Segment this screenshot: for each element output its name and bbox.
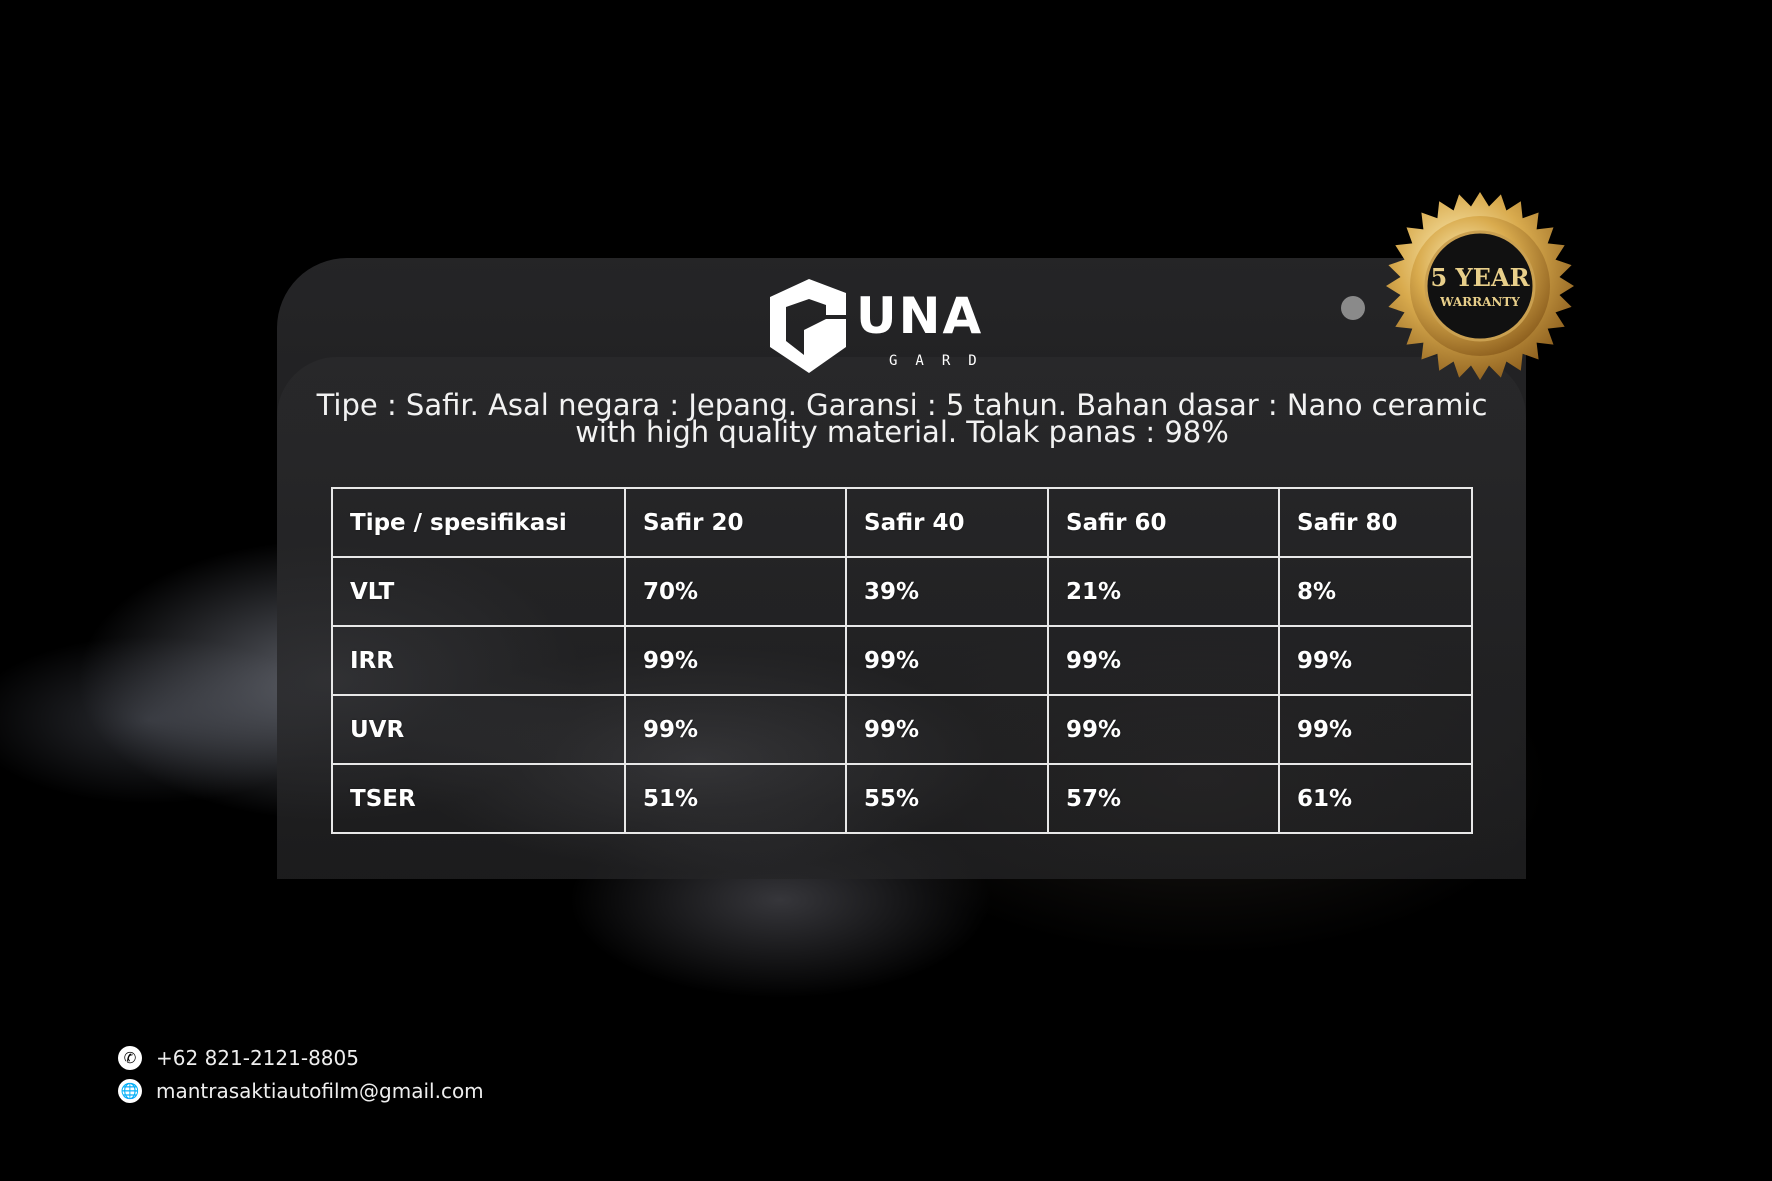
table-row: TSER 51% 55% 57% 61%	[331, 763, 1473, 834]
email-address: mantrasaktiautofilm@gmail.com	[156, 1079, 484, 1103]
globe-icon: 🌐	[118, 1079, 142, 1103]
table-cell: 70%	[624, 556, 847, 627]
table-cell: TSER	[331, 763, 626, 834]
description-line-2: with high quality material. Tolak panas …	[575, 415, 1229, 449]
table-row: IRR 99% 99% 99% 99%	[331, 625, 1473, 696]
header-cell: Safir 60	[1047, 487, 1280, 558]
description-line-1: Tipe : Safir. Asal negara : Jepang. Gara…	[316, 388, 1488, 422]
header-cell: Safir 20	[624, 487, 847, 558]
table-cell: 57%	[1047, 763, 1280, 834]
table-cell: 8%	[1278, 556, 1473, 627]
table-cell: 99%	[845, 694, 1049, 765]
phone-icon: ✆	[118, 1046, 142, 1070]
brand-logo: UNA GARD	[770, 279, 995, 373]
table-cell: 51%	[624, 763, 847, 834]
spec-table: Tipe / spesifikasi Safir 20 Safir 40 Saf…	[331, 487, 1473, 834]
table-cell: 21%	[1047, 556, 1280, 627]
table-cell: 99%	[1278, 694, 1473, 765]
svg-text:GARD: GARD	[889, 353, 995, 369]
svg-text:UNA: UNA	[856, 287, 983, 345]
panel-dot	[1341, 296, 1365, 320]
table-cell: 61%	[1278, 763, 1473, 834]
table-header-row: Tipe / spesifikasi Safir 20 Safir 40 Saf…	[331, 487, 1473, 558]
phone-number: +62 821-2121-8805	[156, 1046, 359, 1070]
table-cell: 99%	[845, 625, 1049, 696]
table-row: VLT 70% 39% 21% 8%	[331, 556, 1473, 627]
svg-text:WARRANTY: WARRANTY	[1439, 295, 1520, 309]
table-cell: VLT	[331, 556, 626, 627]
table-cell: 99%	[1047, 694, 1280, 765]
header-cell: Safir 40	[845, 487, 1049, 558]
svg-text:5 YEAR: 5 YEAR	[1430, 263, 1530, 292]
warranty-badge: 5 YEAR WARRANTY	[1386, 192, 1574, 380]
header-cell: Tipe / spesifikasi	[331, 487, 626, 558]
table-cell: 39%	[845, 556, 1049, 627]
contact-phone: ✆ +62 821-2121-8805	[118, 1046, 359, 1070]
header-cell: Safir 80	[1278, 487, 1473, 558]
product-description: Tipe : Safir. Asal negara : Jepang. Gara…	[300, 388, 1504, 449]
table-cell: 99%	[1278, 625, 1473, 696]
table-cell: 99%	[624, 625, 847, 696]
table-cell: 99%	[1047, 625, 1280, 696]
contact-email: 🌐 mantrasaktiautofilm@gmail.com	[118, 1079, 484, 1103]
table-cell: IRR	[331, 625, 626, 696]
table-row: UVR 99% 99% 99% 99%	[331, 694, 1473, 765]
table-cell: 99%	[624, 694, 847, 765]
table-cell: UVR	[331, 694, 626, 765]
table-cell: 55%	[845, 763, 1049, 834]
